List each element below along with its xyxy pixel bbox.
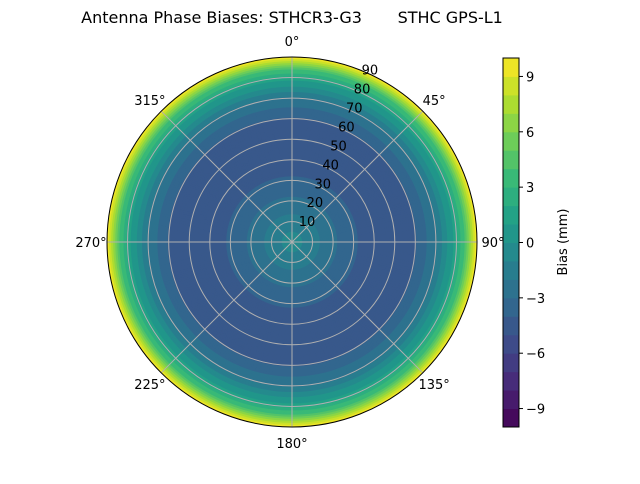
polar-grid (107, 57, 477, 427)
theta-tick-label: 315° (134, 94, 165, 109)
theta-tick-label: 270° (75, 236, 106, 251)
theta-tick-label: 225° (134, 378, 165, 393)
colorbar-tick-label: 9 (526, 70, 534, 85)
colorbar-segment (503, 131, 519, 151)
colorbar-segment (503, 353, 519, 373)
theta-tick-label: 45° (423, 94, 446, 109)
colorbar-tick-label: −6 (526, 347, 545, 362)
r-tick-label: 40 (322, 158, 339, 173)
colorbar-segment (503, 260, 519, 280)
theta-gridline (160, 110, 424, 374)
colorbar-label: Bias (mm) (556, 209, 571, 276)
colorbar-tick-label: 0 (526, 237, 534, 252)
colorbar-segment (503, 168, 519, 188)
colorbar-segment (503, 150, 519, 170)
colorbar-segment (503, 205, 519, 225)
polar-frame (106, 56, 478, 428)
colorbar-segment (503, 76, 519, 96)
colorbar-segment (503, 390, 519, 410)
theta-tick-labels: 0° 45° 90° 135° 180° 225° 270° 315° (75, 35, 504, 452)
r-tick-label: 80 (354, 82, 371, 97)
r-tick-label: 90 (362, 63, 379, 78)
colorbar-segment (503, 408, 519, 428)
theta-tick-label: 0° (285, 35, 300, 50)
colorbar-segment (503, 371, 519, 391)
theta-tick-label: 135° (418, 378, 449, 393)
colorbar-segment (503, 58, 519, 77)
colorbar: 9 6 3 0 −3 −6 −9 (502, 57, 545, 428)
colorbar-segment (503, 297, 519, 317)
colorbar-segment (503, 334, 519, 354)
colorbar-segment (503, 113, 519, 133)
r-tick-label: 70 (346, 101, 363, 116)
r-tick-labels: 10 20 30 40 50 60 70 80 90 (299, 63, 378, 230)
r-tick-label: 20 (307, 196, 324, 211)
r-tick-label: 60 (338, 120, 355, 135)
colorbar-tick-label: 6 (526, 126, 534, 141)
colorbar-segment (503, 316, 519, 336)
theta-tick-label: 180° (276, 437, 307, 452)
r-tick-label: 10 (299, 215, 316, 230)
colorbar-tick-label: −9 (526, 403, 545, 418)
r-tick-label: 50 (330, 139, 347, 154)
colorbar-tick-label: 3 (526, 181, 534, 196)
colorbar-segment (503, 279, 519, 299)
chart-title: Antenna Phase Biases: STHCR3-G3 STHC GPS… (81, 8, 503, 27)
theta-tick-label: 90° (481, 236, 504, 251)
colorbar-segment (503, 187, 519, 207)
colorbar-segment (503, 224, 519, 243)
colorbar-segment (503, 242, 519, 262)
colorbar-tick-label: −3 (526, 292, 545, 307)
r-tick-label: 30 (314, 177, 331, 192)
colorbar-segment (503, 94, 519, 114)
